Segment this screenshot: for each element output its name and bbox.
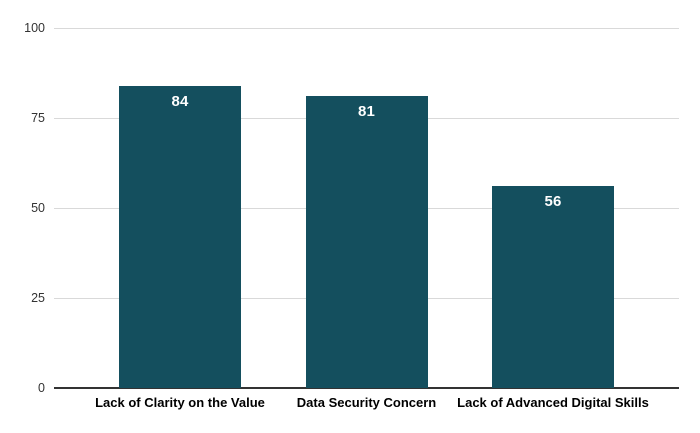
x-axis: Lack of Clarity on the Value Data Securit… [0,395,700,415]
category-label: Lack of Clarity on the Value [95,395,265,410]
plot-area: 84 81 56 [54,28,679,389]
y-tick-label: 100 [24,21,45,35]
bar-value-label: 56 [544,193,562,211]
bar-2: 81 [305,96,428,388]
y-tick-label: 0 [38,381,45,395]
bar-value-label: 84 [171,92,189,110]
y-tick-label: 25 [31,291,45,305]
x-axis-baseline [54,387,679,389]
y-axis: 0 25 50 75 100 [0,0,45,433]
category-label: Lack of Advanced Digital Skills [457,395,649,410]
y-tick-label: 75 [31,111,45,125]
category-label: Data Security Concern [296,395,437,410]
bar-3: 56 [492,186,614,388]
bar-value-label: 81 [357,103,376,121]
y-tick-label: 50 [31,201,45,215]
gridline [54,28,679,29]
bar-1: 84 [119,85,241,388]
